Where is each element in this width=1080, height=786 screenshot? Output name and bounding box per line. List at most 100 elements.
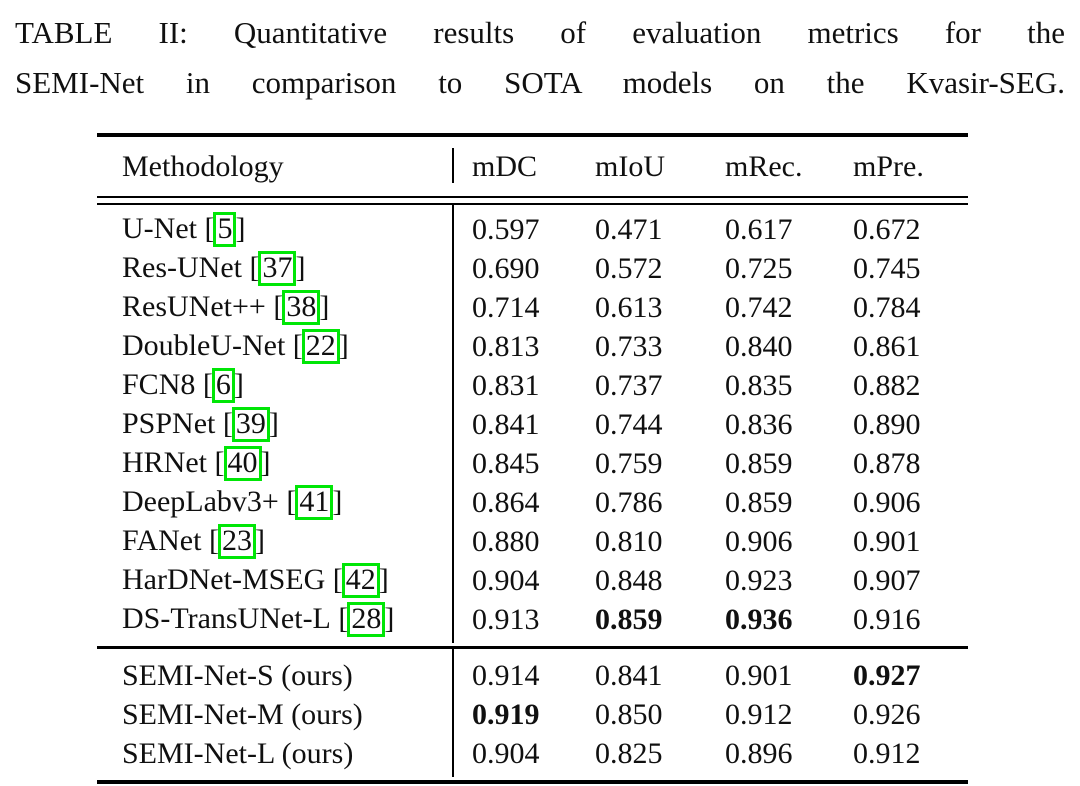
- metric-miou: 0.737: [595, 368, 663, 402]
- metric-miou: 0.744: [595, 407, 663, 441]
- column-separator-line: [452, 148, 454, 183]
- metric-mdc: 0.831: [472, 368, 540, 402]
- citation-number: 41: [295, 484, 334, 521]
- citation-link[interactable]: [37]: [242, 250, 305, 287]
- caption-line-2: SEMI-Net in comparison to SOTA models on…: [15, 65, 1065, 100]
- metric-mrec: 0.742: [725, 290, 793, 324]
- header-section: Methodology mDC mIoU mRec. mPre.: [97, 137, 968, 196]
- method-name: U-Net: [122, 211, 197, 245]
- metric-mrec: 0.896: [725, 736, 793, 770]
- metric-miou: 0.825: [595, 736, 663, 770]
- metric-mrec: 0.840: [725, 329, 793, 363]
- metric-mdc: 0.919: [472, 697, 540, 731]
- method-cell: SEMI-Net-S (ours): [97, 659, 452, 693]
- metric-mpre: 0.878: [853, 446, 921, 480]
- metric-miou: 0.759: [595, 446, 663, 480]
- method-name: HRNet: [122, 445, 207, 479]
- metric-mpre: 0.906: [853, 485, 921, 519]
- table-row: FCN8 [6] 0.831 0.737 0.835 0.882: [97, 366, 968, 405]
- citation-number: 6: [211, 367, 235, 404]
- metric-mrec: 0.836: [725, 407, 793, 441]
- citation-link[interactable]: [38]: [266, 289, 329, 326]
- metric-miou: 0.733: [595, 329, 663, 363]
- metric-mpre: 0.926: [853, 697, 921, 731]
- method-name: PSPNet: [122, 406, 216, 440]
- method-name: Res-UNet: [122, 250, 242, 284]
- metric-mrec: 0.617: [725, 212, 793, 246]
- citation-number: 23: [217, 523, 256, 560]
- metric-mpre: 0.784: [853, 290, 921, 324]
- metric-miou: 0.613: [595, 290, 663, 324]
- citation-number: 5: [213, 211, 237, 248]
- method-cell: Res-UNet [37]: [97, 250, 452, 287]
- metric-mpre: 0.745: [853, 251, 921, 285]
- metric-mrec: 0.725: [725, 251, 793, 285]
- citation-number: 42: [341, 562, 380, 599]
- citation-link[interactable]: [40]: [207, 445, 271, 482]
- bottom-rule: [97, 780, 968, 784]
- metric-mrec: 0.901: [725, 658, 793, 692]
- citation-number: 39: [231, 406, 270, 443]
- metric-miou: 0.810: [595, 524, 663, 558]
- method-cell: PSPNet [39]: [97, 406, 452, 443]
- metric-mrec: 0.859: [725, 485, 793, 519]
- metric-mdc: 0.880: [472, 524, 540, 558]
- citation-number: 38: [282, 289, 321, 326]
- citation-link[interactable]: [5]: [197, 211, 245, 248]
- metric-mpre: 0.927: [853, 658, 921, 692]
- metric-mdc: 0.845: [472, 446, 540, 480]
- table-row: HarDNet-MSEG [42] 0.904 0.848 0.923 0.907: [97, 561, 968, 600]
- citation-link[interactable]: [42]: [325, 562, 389, 599]
- metric-mpre: 0.912: [853, 736, 921, 770]
- table-row: DeepLabv3+ [41] 0.864 0.786 0.859 0.906: [97, 483, 968, 522]
- metric-mdc: 0.597: [472, 212, 540, 246]
- metric-mdc: 0.714: [472, 290, 540, 324]
- method-cell: FCN8 [6]: [97, 367, 452, 404]
- metric-miou: 0.572: [595, 251, 663, 285]
- column-header-methodology: Methodology: [122, 149, 284, 183]
- citation-link[interactable]: [6]: [195, 367, 244, 404]
- sota-rows-section: U-Net [5] 0.597 0.471 0.617 0.672 Res-UNet [3…: [97, 205, 968, 646]
- metric-mrec: 0.912: [725, 697, 793, 731]
- citation-link[interactable]: [39]: [215, 406, 279, 443]
- metric-mrec: 0.859: [725, 446, 793, 480]
- table-row: SEMI-Net-L (ours) 0.904 0.825 0.896 0.912: [97, 734, 968, 773]
- table-row: Res-UNet [37] 0.690 0.572 0.725 0.745: [97, 249, 968, 288]
- metric-mdc: 0.904: [472, 563, 540, 597]
- metric-mrec: 0.936: [725, 602, 793, 636]
- citation-number: 22: [301, 328, 340, 365]
- metric-mdc: 0.864: [472, 485, 540, 519]
- ours-rows-section: SEMI-Net-S (ours) 0.914 0.841 0.901 0.927 SEM…: [97, 649, 968, 780]
- method-name: DoubleU-Net: [122, 328, 286, 362]
- method-cell: ResUNet++ [38]: [97, 289, 452, 326]
- top-rule: [97, 133, 968, 137]
- method-cell: U-Net [5]: [97, 211, 452, 248]
- table-row: FANet [23] 0.880 0.810 0.906 0.901: [97, 522, 968, 561]
- citation-link[interactable]: [23]: [201, 523, 265, 560]
- caption-line-1: TABLE II: Quantitative results of evalua…: [15, 15, 1065, 50]
- method-name: FCN8: [122, 367, 196, 401]
- metric-miou: 0.841: [595, 658, 663, 692]
- metric-mdc: 0.914: [472, 658, 540, 692]
- method-cell: SEMI-Net-M (ours): [97, 698, 452, 732]
- metric-mdc: 0.841: [472, 407, 540, 441]
- citation-number: 37: [258, 250, 297, 287]
- header-row: Methodology mDC mIoU mRec. mPre.: [97, 137, 968, 196]
- citation-link[interactable]: [28]: [331, 601, 394, 638]
- column-separator-line: [452, 205, 454, 643]
- metric-mpre: 0.890: [853, 407, 921, 441]
- column-header-mpre: mPre.: [853, 149, 924, 183]
- citation-link[interactable]: [22]: [285, 328, 349, 365]
- method-cell: FANet [23]: [97, 523, 452, 560]
- method-cell: HRNet [40]: [97, 445, 452, 482]
- table-row: HRNet [40] 0.845 0.759 0.859 0.878: [97, 444, 968, 483]
- method-name: DS-TransUNet-L: [122, 601, 331, 635]
- metric-miou: 0.786: [595, 485, 663, 519]
- citation-link[interactable]: [41]: [279, 484, 342, 521]
- header-double-rule: [97, 196, 968, 205]
- method-cell: DeepLabv3+ [41]: [97, 484, 452, 521]
- table-row: ResUNet++ [38] 0.714 0.613 0.742 0.784: [97, 288, 968, 327]
- column-header-mrec: mRec.: [725, 149, 803, 183]
- metric-mrec: 0.923: [725, 563, 793, 597]
- metric-mpre: 0.861: [853, 329, 921, 363]
